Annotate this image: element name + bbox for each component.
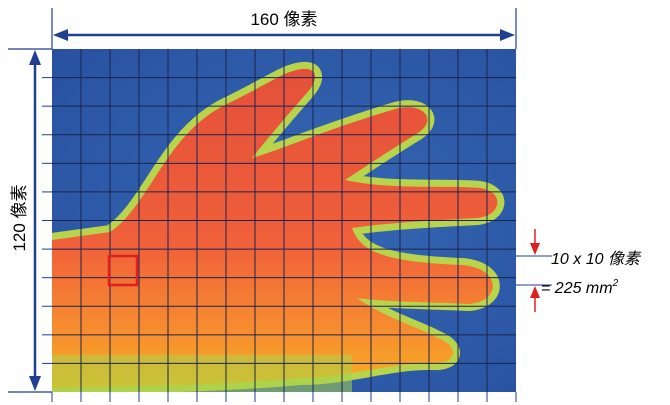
pixel-grid bbox=[52, 49, 516, 392]
height-dimension: 120 像素 bbox=[8, 48, 52, 393]
width-arrow-head-left bbox=[53, 29, 68, 41]
height-arrow-head-top bbox=[29, 50, 41, 65]
cell-size-callout: 10 x 10 像素 = 225 mm2 bbox=[516, 229, 642, 312]
width-dimension: 160 像素 bbox=[51, 8, 517, 49]
height-arrow-head-bottom bbox=[29, 376, 41, 391]
marker-arrow-top-head bbox=[530, 243, 540, 255]
wrist-warm-band bbox=[52, 355, 352, 392]
area-exponent: 2 bbox=[612, 278, 619, 289]
height-label: 120 像素 bbox=[10, 184, 29, 251]
cell-size-label: 10 x 10 像素 bbox=[551, 250, 642, 268]
marker-arrow-bottom-head bbox=[530, 286, 540, 298]
cell-highlight-box bbox=[107, 254, 139, 287]
thermal-image bbox=[52, 49, 516, 392]
area-label-text: = 225 mm bbox=[541, 280, 613, 297]
width-arrow-head-right bbox=[500, 29, 515, 41]
width-label: 160 像素 bbox=[250, 10, 317, 29]
hand-shape bbox=[52, 68, 498, 388]
grid-ticks bbox=[42, 48, 517, 402]
area-label: = 225 mm2 bbox=[541, 278, 619, 297]
